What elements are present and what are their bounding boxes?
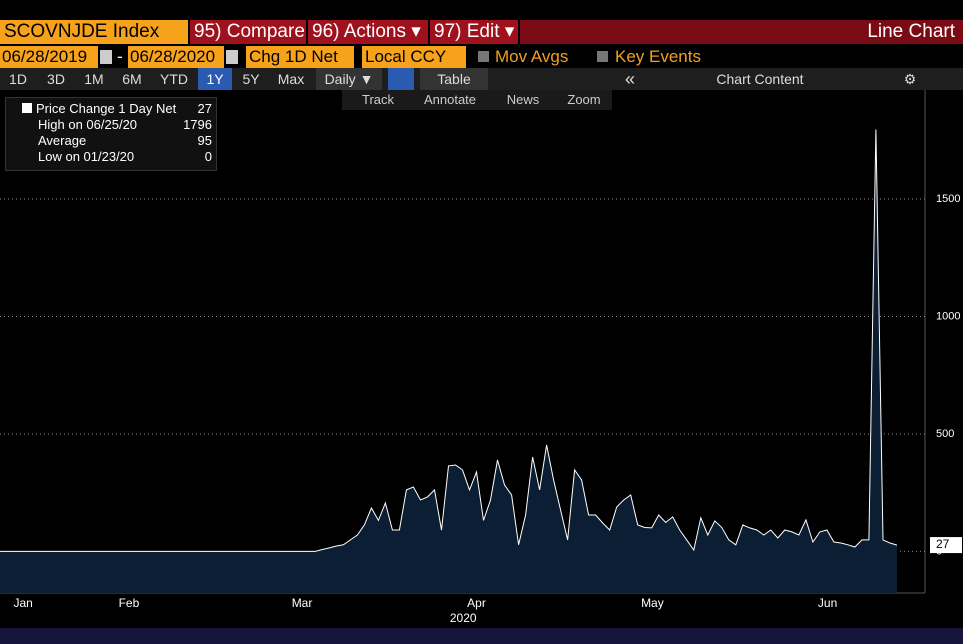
legend-label: Low on 01/23/20	[38, 149, 135, 164]
check-label[interactable]: Mov Avgs	[495, 47, 569, 66]
chart-content[interactable]: Chart Content	[716, 71, 804, 87]
legend-label: Average	[38, 133, 87, 148]
legend-row: Low on 01/23/20 0	[10, 149, 212, 165]
status-bar	[0, 628, 963, 644]
calendar-icon[interactable]	[226, 50, 238, 64]
area-fill	[0, 129, 897, 593]
legend-title: Price Change 1 Day Net	[36, 101, 177, 116]
tool-button[interactable]: News	[506, 92, 540, 107]
check-label[interactable]: Key Events	[615, 47, 701, 66]
legend-value: 0	[204, 149, 212, 164]
legend-row: Price Change 1 Day Net 27	[10, 101, 212, 117]
x-tick-label: Jun	[818, 596, 837, 610]
menu-button[interactable]: 97) Edit ▾	[430, 20, 518, 44]
last-value-box	[930, 537, 962, 554]
menu-button[interactable]: 96) Actions ▾	[308, 20, 428, 44]
collapse-button[interactable]: «	[624, 69, 635, 89]
checkbox[interactable]	[478, 51, 489, 62]
x-year-label: 2020	[450, 611, 477, 625]
legend-label: High on 06/25/20	[38, 117, 138, 132]
tool-bar	[342, 90, 612, 110]
end-date[interactable]: 06/28/2020	[128, 46, 224, 68]
menu-button[interactable]: 95) Compare	[190, 20, 306, 44]
legend: Price Change 1 Day Net 27 High on 06/25/2…	[5, 97, 217, 171]
separator: -	[117, 47, 123, 66]
range-button[interactable]: 1M	[84, 71, 104, 87]
range-button[interactable]: 3D	[47, 71, 65, 87]
field-select[interactable]: Chg 1D Net	[246, 46, 354, 68]
x-tick-label: Jan	[13, 596, 32, 610]
x-tick-label: Feb	[119, 596, 140, 610]
legend-row: High on 06/25/20 1796	[10, 117, 212, 133]
range-button[interactable]: Max	[277, 71, 305, 87]
table-button[interactable]: Table	[420, 68, 488, 90]
tool-button[interactable]: Zoom	[567, 92, 601, 107]
legend-row: Average 95	[10, 133, 212, 149]
last-value-label: 27	[936, 537, 950, 551]
range-button[interactable]: YTD	[160, 71, 188, 87]
view-label: Line Chart	[520, 20, 963, 44]
range-button[interactable]: 5Y	[242, 71, 260, 87]
legend-swatch	[22, 103, 32, 113]
legend-value: 95	[197, 133, 212, 148]
y-tick-label: 1000	[936, 310, 960, 322]
x-tick-label: Apr	[467, 596, 486, 610]
line	[0, 129, 898, 552]
range-button[interactable]: 6M	[122, 71, 142, 87]
chart-icon[interactable]	[388, 68, 414, 90]
range-button[interactable]: 1Y	[198, 68, 232, 90]
calendar-icon[interactable]	[100, 50, 112, 64]
y-tick-label: 500	[936, 428, 954, 440]
legend-value: 27	[197, 101, 212, 116]
settings-icon[interactable]: ⚙	[903, 71, 917, 87]
checkbox[interactable]	[597, 51, 608, 62]
tool-button[interactable]: Annotate	[423, 92, 477, 107]
x-tick-label: May	[641, 596, 664, 610]
range-button[interactable]: 1D	[9, 71, 27, 87]
tool-button[interactable]: Track	[361, 92, 395, 107]
currency-select[interactable]: Local CCY	[362, 46, 466, 68]
legend-value: 1796	[183, 117, 212, 132]
period-select[interactable]: Daily ▼	[316, 68, 382, 90]
y-tick-label: 1500	[936, 193, 960, 205]
security-field[interactable]: SCOVNJDE Index	[0, 20, 188, 44]
x-tick-label: Mar	[292, 596, 313, 610]
start-date[interactable]: 06/28/2019	[0, 46, 98, 68]
